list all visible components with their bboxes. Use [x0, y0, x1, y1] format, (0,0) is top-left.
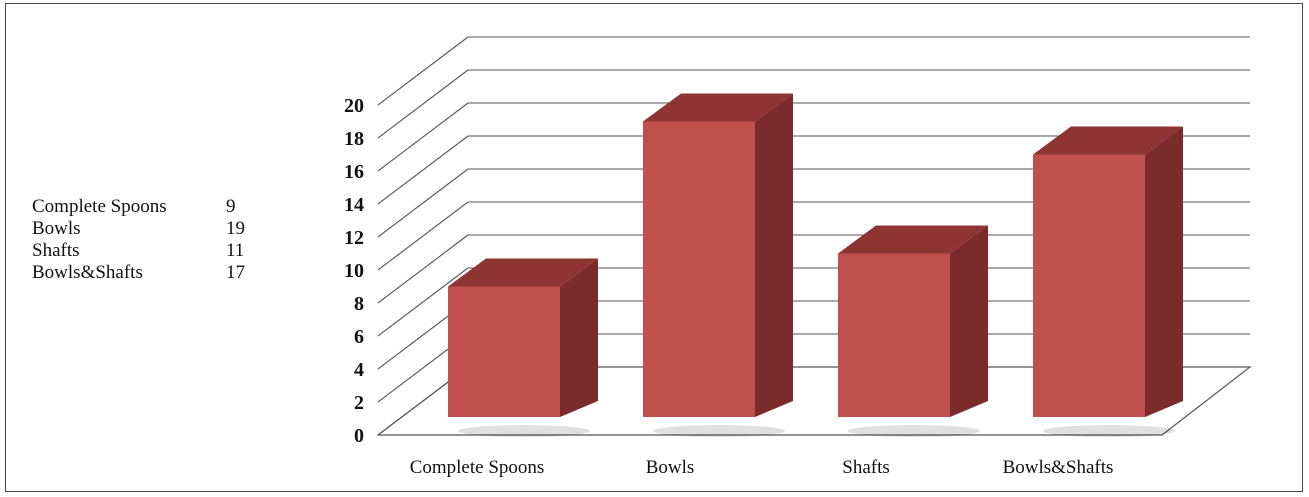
- data-table-value: 9: [226, 196, 236, 217]
- bar-side: [560, 258, 598, 417]
- bar: [838, 225, 988, 437]
- data-table-category: Bowls&Shafts: [32, 262, 143, 283]
- y-tick-label: 12: [344, 227, 364, 249]
- gridline-side: [377, 201, 469, 271]
- bar-top: [838, 225, 988, 254]
- data-table: Complete Spoons 9 Bowls 19 Shafts 11 Bow…: [32, 196, 272, 284]
- bar-side: [1145, 126, 1183, 417]
- y-tick-label: 18: [344, 128, 364, 150]
- bar-shadow: [848, 425, 980, 437]
- y-tick-label: 20: [344, 95, 364, 117]
- x-category-label: Bowls: [646, 457, 695, 478]
- y-axis-ticks: 0 2 4 6 8 10 12 14 16 18 20: [344, 95, 364, 447]
- x-axis-labels: Complete Spoons Bowls Shafts Bowls&Shafts: [410, 457, 1114, 478]
- bar-side: [950, 225, 988, 417]
- data-table-value: 19: [226, 218, 245, 239]
- bar: [1033, 126, 1183, 437]
- gridline-side: [377, 36, 469, 106]
- data-table-row: Shafts 11: [32, 240, 272, 262]
- y-tick-label: 14: [344, 194, 364, 216]
- bar-top: [643, 93, 793, 122]
- data-table-category: Bowls: [32, 218, 81, 239]
- data-table-category: Complete Spoons: [32, 196, 167, 217]
- y-tick-label: 2: [354, 392, 364, 414]
- y-tick-label: 6: [354, 326, 364, 348]
- bar-front: [643, 121, 755, 417]
- bar-shadow: [1043, 425, 1175, 437]
- gridline-side: [377, 69, 469, 139]
- data-table-category: Shafts: [32, 240, 80, 261]
- y-tick-label: 10: [344, 260, 364, 282]
- bar-front: [448, 286, 560, 417]
- y-tick-label: 4: [354, 359, 364, 381]
- bar-front: [838, 253, 950, 417]
- data-table-value: 17: [226, 262, 245, 283]
- data-table-row: Bowls&Shafts 17: [32, 262, 272, 284]
- x-category-label: Shafts: [842, 457, 890, 478]
- data-table-row: Complete Spoons 9: [32, 196, 272, 218]
- gridline-side: [377, 135, 469, 205]
- gridline-side: [377, 234, 469, 304]
- bar: [448, 258, 598, 437]
- bar: [643, 93, 793, 437]
- chart-bars: [448, 93, 1183, 437]
- data-table-row: Bowls 19: [32, 218, 272, 240]
- gridline-side: [377, 267, 469, 337]
- y-tick-label: 8: [354, 293, 364, 315]
- gridline-side: [377, 102, 469, 172]
- x-category-label: Bowls&Shafts: [1003, 457, 1114, 478]
- gridline-side: [377, 168, 469, 238]
- y-tick-label: 0: [354, 425, 364, 447]
- bar-side: [755, 93, 793, 417]
- bar-top: [1033, 126, 1183, 155]
- bar-shadow: [458, 425, 590, 437]
- x-category-label: Complete Spoons: [410, 457, 545, 478]
- bar-top: [448, 258, 598, 287]
- data-table-value: 11: [226, 240, 245, 261]
- y-tick-label: 16: [344, 161, 364, 183]
- bar-front: [1033, 154, 1145, 417]
- bar-shadow: [653, 425, 785, 437]
